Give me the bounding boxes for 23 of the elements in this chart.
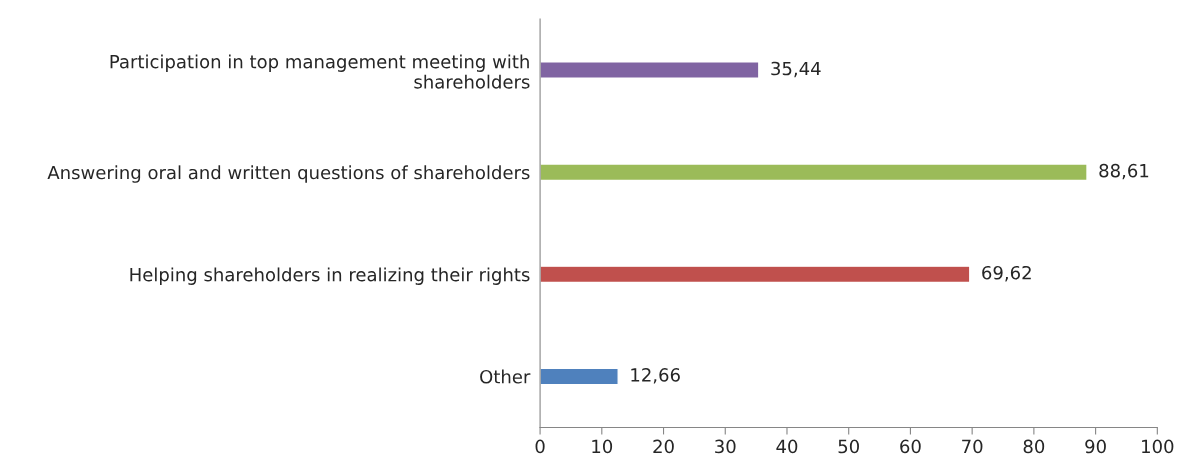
x-tick-label: 20 [653,439,674,454]
data-label: 35,44 [771,61,821,78]
x-tick-label: 50 [838,439,859,454]
y-tick-label: Participation in top management meeting with shareholders [110,54,530,89]
x-tick-label: 80 [1023,439,1045,454]
x-tick-label: 70 [962,439,983,454]
x-tick-label: 60 [900,439,921,454]
bar [540,61,760,79]
data-label: 69,62 [982,265,1031,282]
bar [540,367,619,386]
y-tick-label: Answering oral and written questions of shareholders [47,165,530,183]
x-tick-label: 40 [776,439,798,454]
bar [540,163,1088,182]
y-tick-label: Other [480,369,531,384]
data-label: 88,61 [1099,163,1149,180]
x-tick-label: 90 [1085,439,1106,454]
bar [540,265,971,284]
x-tick-label: 10 [592,439,613,454]
x-tick-label: 100 [1142,439,1174,454]
x-tick-label: 30 [715,439,736,454]
x-tick-label: 0 [535,439,545,454]
data-label: 12,66 [631,368,680,384]
y-tick-label: Helping shareholders in realizing their rights [130,267,530,285]
